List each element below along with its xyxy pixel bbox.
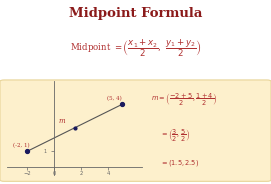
Text: $m=\left(\dfrac{-2+5}{2},\dfrac{1+4}{2}\right)$: $m=\left(\dfrac{-2+5}{2},\dfrac{1+4}{2}\… [151, 92, 218, 108]
Text: Midpoint $= \left(\dfrac{x_1+x_2}{2},\ \dfrac{y_1+y_2}{2}\right)$: Midpoint $= \left(\dfrac{x_1+x_2}{2},\ \… [70, 37, 201, 59]
Text: Midpoint Formula: Midpoint Formula [69, 7, 202, 20]
Text: (-2, 1): (-2, 1) [13, 143, 30, 148]
FancyBboxPatch shape [0, 80, 271, 181]
Text: m: m [58, 117, 65, 125]
Text: $=\left(\dfrac{3}{2},\dfrac{5}{2}\right)$: $=\left(\dfrac{3}{2},\dfrac{5}{2}\right)… [160, 128, 190, 144]
Text: (5, 4): (5, 4) [107, 95, 122, 101]
Text: $=(1.5,2.5)$: $=(1.5,2.5)$ [160, 158, 199, 168]
